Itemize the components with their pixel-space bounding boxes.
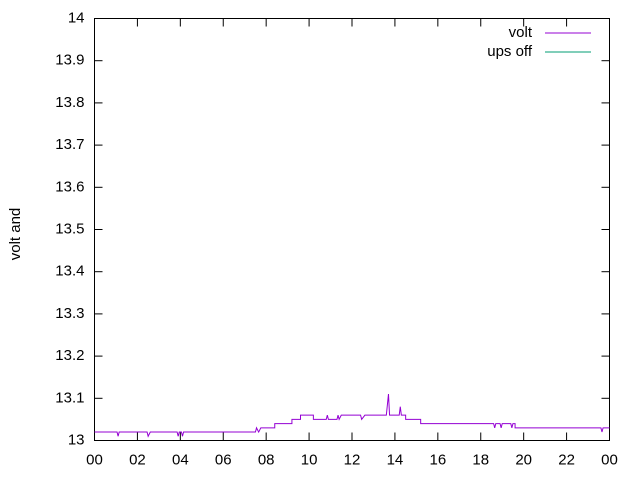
data-line [94, 394, 610, 438]
x-tick-label: 18 [472, 451, 489, 468]
x-tick-label: 00 [86, 451, 103, 468]
x-tick-label: 22 [558, 451, 575, 468]
y-axis-label: volt and [7, 208, 24, 261]
x-tick-label: 10 [301, 451, 318, 468]
y-tick-label: 13.9 [55, 52, 84, 69]
x-tick-label: 08 [258, 451, 275, 468]
x-tick-label: 14 [387, 451, 404, 468]
legend-label: volt [509, 24, 533, 41]
x-tick-label: 02 [129, 451, 146, 468]
y-tick-label: 13.4 [55, 263, 84, 280]
y-tick-label: 13.5 [55, 220, 84, 237]
legend-label: ups off [487, 43, 533, 60]
y-tick-label: 13.2 [55, 347, 84, 364]
y-tick-label: 13.7 [55, 136, 84, 153]
y-tick-label: 13 [68, 431, 85, 448]
plot-frame [94, 18, 610, 441]
y-tick-label: 14 [68, 9, 85, 26]
x-tick-label: 04 [172, 451, 189, 468]
x-tick-label: 12 [344, 451, 361, 468]
y-tick-label: 13.6 [55, 178, 84, 195]
x-tick-label: 06 [215, 451, 232, 468]
x-tick-label: 00 [601, 451, 618, 468]
x-tick-label: 20 [515, 451, 532, 468]
x-tick-label: 16 [429, 451, 446, 468]
y-tick-label: 13.8 [55, 94, 84, 111]
y-tick-label: 13.1 [55, 389, 84, 406]
y-tick-label: 13.3 [55, 305, 84, 322]
